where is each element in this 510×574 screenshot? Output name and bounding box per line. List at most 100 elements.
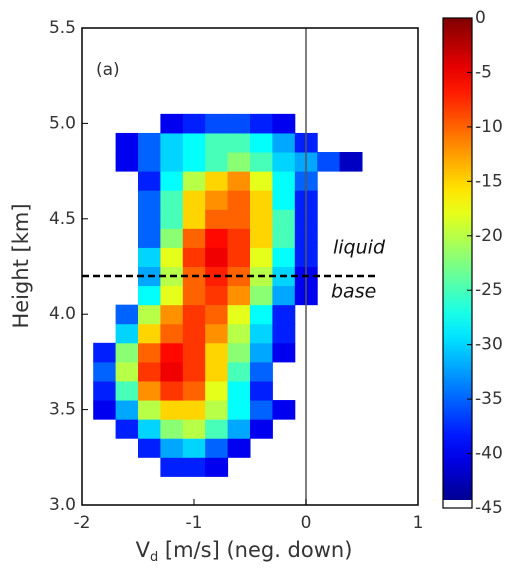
heat-cell (250, 190, 273, 210)
annotation: base (331, 281, 376, 303)
heat-cell (115, 152, 139, 172)
heat-cell (138, 152, 161, 172)
heat-cell (115, 132, 139, 153)
heat-cell (182, 342, 206, 363)
y-tick-label: 4.0 (49, 304, 76, 324)
heat-cell (227, 132, 251, 153)
colorbar-tick-label: -10 (475, 117, 503, 137)
colorbar-tick-label: -30 (475, 335, 503, 355)
heat-cell (205, 304, 229, 325)
heat-cell (205, 457, 229, 477)
x-label-main: V (136, 538, 151, 562)
heat-cell (250, 171, 273, 191)
heat-cell (182, 113, 206, 134)
heat-cell (205, 419, 229, 439)
heat-cell (160, 380, 184, 401)
heat-cell (182, 132, 206, 153)
heat-cell (138, 400, 161, 420)
y-tick-label: 3.0 (49, 495, 76, 515)
x-label-rest: [m/s] (neg. down) (158, 538, 352, 562)
heat-cell (250, 228, 273, 248)
heat-cell (182, 361, 206, 382)
heat-cell (272, 209, 296, 229)
heat-cell (272, 132, 296, 153)
heat-cell (93, 342, 117, 363)
heat-cell (227, 152, 251, 172)
heat-cell (182, 247, 206, 267)
heat-cell (138, 361, 161, 382)
heat-cell (205, 342, 229, 363)
heat-cell (272, 190, 296, 210)
heat-cell (93, 380, 117, 401)
heat-cell (160, 247, 184, 267)
heat-cell (182, 285, 206, 306)
heat-cell (182, 209, 206, 229)
colorbar-frame (442, 17, 473, 509)
heat-cell (250, 380, 273, 401)
heat-cell (138, 132, 161, 153)
heat-cell (250, 113, 273, 134)
heat-cell (182, 457, 206, 477)
heat-cell (138, 228, 161, 248)
heat-cell (138, 323, 161, 344)
heat-cell (205, 380, 229, 401)
heat-cell (250, 304, 273, 325)
heat-cell (272, 342, 296, 363)
colorbar-tick-label: 0 (475, 8, 486, 28)
heat-cell (227, 400, 251, 420)
heat-cell (138, 438, 161, 458)
colorbar-tick-label: -45 (475, 498, 503, 518)
heat-cell (272, 247, 296, 267)
x-axis-label: Vd [m/s] (neg. down) (136, 538, 353, 565)
heat-cell (182, 304, 206, 325)
colorbar-tick-label: -40 (475, 444, 503, 464)
heat-cell (205, 438, 229, 458)
heat-cell (227, 247, 251, 267)
x-tick-label: 0 (301, 513, 312, 533)
heat-cell (227, 380, 251, 401)
heat-cell (160, 113, 184, 134)
heat-cell (250, 209, 273, 229)
heat-cell (205, 171, 229, 191)
heat-cell (250, 285, 273, 306)
heat-cell (227, 171, 251, 191)
heat-cell (138, 380, 161, 401)
x-label-sub: d (150, 550, 158, 565)
heat-cell (250, 342, 273, 363)
y-axis-label: Height [km] (9, 203, 33, 328)
heat-cell (160, 228, 184, 248)
heat-cell (160, 457, 184, 477)
x-tick-label: -2 (74, 513, 91, 533)
heat-cell (272, 113, 296, 134)
x-tick-label: 1 (413, 513, 424, 533)
panel-label: (a) (96, 60, 120, 80)
heat-cell (272, 171, 296, 191)
colorbar-tick-label: -5 (475, 62, 492, 82)
heat-cell (138, 342, 161, 363)
colorbar (443, 18, 472, 508)
heat-cell (160, 152, 184, 172)
heat-cell (115, 342, 139, 363)
heat-cell (205, 132, 229, 153)
heat-cell (205, 361, 229, 382)
heat-cell (227, 342, 251, 363)
heat-cell (115, 380, 139, 401)
annotation: liquid (333, 237, 386, 259)
heat-cell (160, 361, 184, 382)
heat-cell (138, 304, 161, 325)
heat-cell (250, 152, 273, 172)
heat-cell (205, 247, 229, 267)
heat-cell (93, 361, 117, 382)
colorbar-floor (443, 500, 472, 508)
heat-cell (227, 285, 251, 306)
heat-cell (250, 419, 273, 439)
heat-cell (138, 171, 161, 191)
heat-cell (339, 152, 363, 172)
heat-cell (182, 228, 206, 248)
y-tick-label: 4.5 (49, 209, 76, 229)
heat-cell (205, 400, 229, 420)
colorbar-tick-label: -15 (475, 171, 503, 191)
heat-cell (272, 400, 296, 420)
